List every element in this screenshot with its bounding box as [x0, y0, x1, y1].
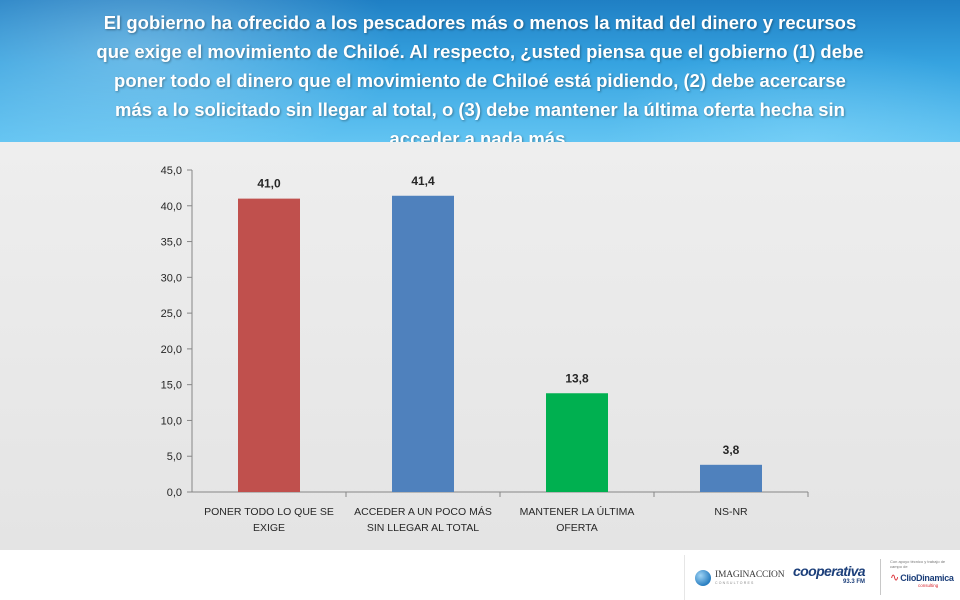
y-tick-label: 25,0 [161, 308, 182, 320]
chart-area: 0,0 5,0 10,0 15,0 20,0 25,0 30,0 35,0 40,0 45,0 41… [0, 142, 960, 550]
globe-icon [695, 570, 711, 586]
data-label: 3,8 [723, 443, 740, 457]
cooperativa-frequency: 93.3 FM [842, 579, 865, 585]
question-line: acceder a nada más. [389, 128, 571, 142]
y-tick-label: 0,0 [167, 487, 182, 499]
y-tick-label: 15,0 [161, 380, 182, 392]
bar-chart: 0,0 5,0 10,0 15,0 20,0 25,0 30,0 35,0 40,0 45,0 41… [161, 165, 809, 534]
question-line: más a lo solicitado sin llegar al total,… [115, 99, 845, 120]
question-line: El gobierno ha ofrecido a los pescadores… [103, 12, 857, 33]
bar [238, 198, 300, 492]
cliodinamica-logo: Con apoyo técnico y trabajo de campo de … [890, 559, 958, 597]
x-tick-label: NS-NR [714, 506, 748, 518]
y-tick-label: 45,0 [161, 165, 182, 177]
y-tick-label: 20,0 [161, 344, 182, 356]
imaginaccion-sub: CONSULTORES [715, 581, 755, 585]
imaginaccion-name: IMAGINACCION [715, 569, 785, 580]
data-label: 41,0 [257, 177, 281, 191]
x-tick-label: ACCEDER A UN POCO MÁS [354, 505, 492, 518]
y-tick-label: 10,0 [161, 415, 182, 427]
cliodinamica-sub: consulting [918, 583, 939, 588]
swirl-icon: ∿ [890, 572, 900, 584]
x-tick-label: MANTENER LA ÚLTIMA [520, 505, 635, 518]
y-tick-label: 30,0 [161, 272, 182, 284]
data-label: 13,8 [565, 371, 589, 385]
cooperativa-logo: cooperativa 93.3 FM [793, 563, 866, 594]
x-tick-label: PONER TODO LO QUE SE [204, 506, 334, 518]
header-banner: El gobierno ha ofrecido a los pescadores… [0, 0, 960, 142]
y-tick-label: 5,0 [167, 451, 182, 463]
x-tick-label: OFERTA [556, 522, 598, 534]
sponsor-logos: IMAGINACCION CONSULTORES cooperativa 93.… [684, 555, 960, 600]
y-tick-label: 40,0 [161, 201, 182, 213]
bar [700, 464, 762, 492]
bar [546, 393, 608, 492]
logo-divider [880, 559, 881, 595]
cooperativa-name: cooperativa [793, 563, 866, 579]
imaginaccion-logo: IMAGINACCION CONSULTORES [695, 563, 787, 593]
cliodinamica-name: ClioDinamica [900, 573, 954, 583]
cliodinamica-support-text: Con apoyo técnico y trabajo de campo de [890, 559, 946, 569]
x-tick-label: SIN LLEGAR AL TOTAL [367, 522, 479, 534]
question-line: que exige el movimiento de Chiloé. Al re… [96, 41, 864, 62]
x-tick-label: EXIGE [253, 522, 285, 534]
y-tick-label: 35,0 [161, 237, 182, 249]
data-label: 41,4 [411, 174, 435, 188]
question-line: poner todo el dinero que el movimiento d… [114, 70, 846, 91]
bar [392, 195, 454, 492]
question-text: El gobierno ha ofrecido a los pescadores… [40, 8, 920, 142]
